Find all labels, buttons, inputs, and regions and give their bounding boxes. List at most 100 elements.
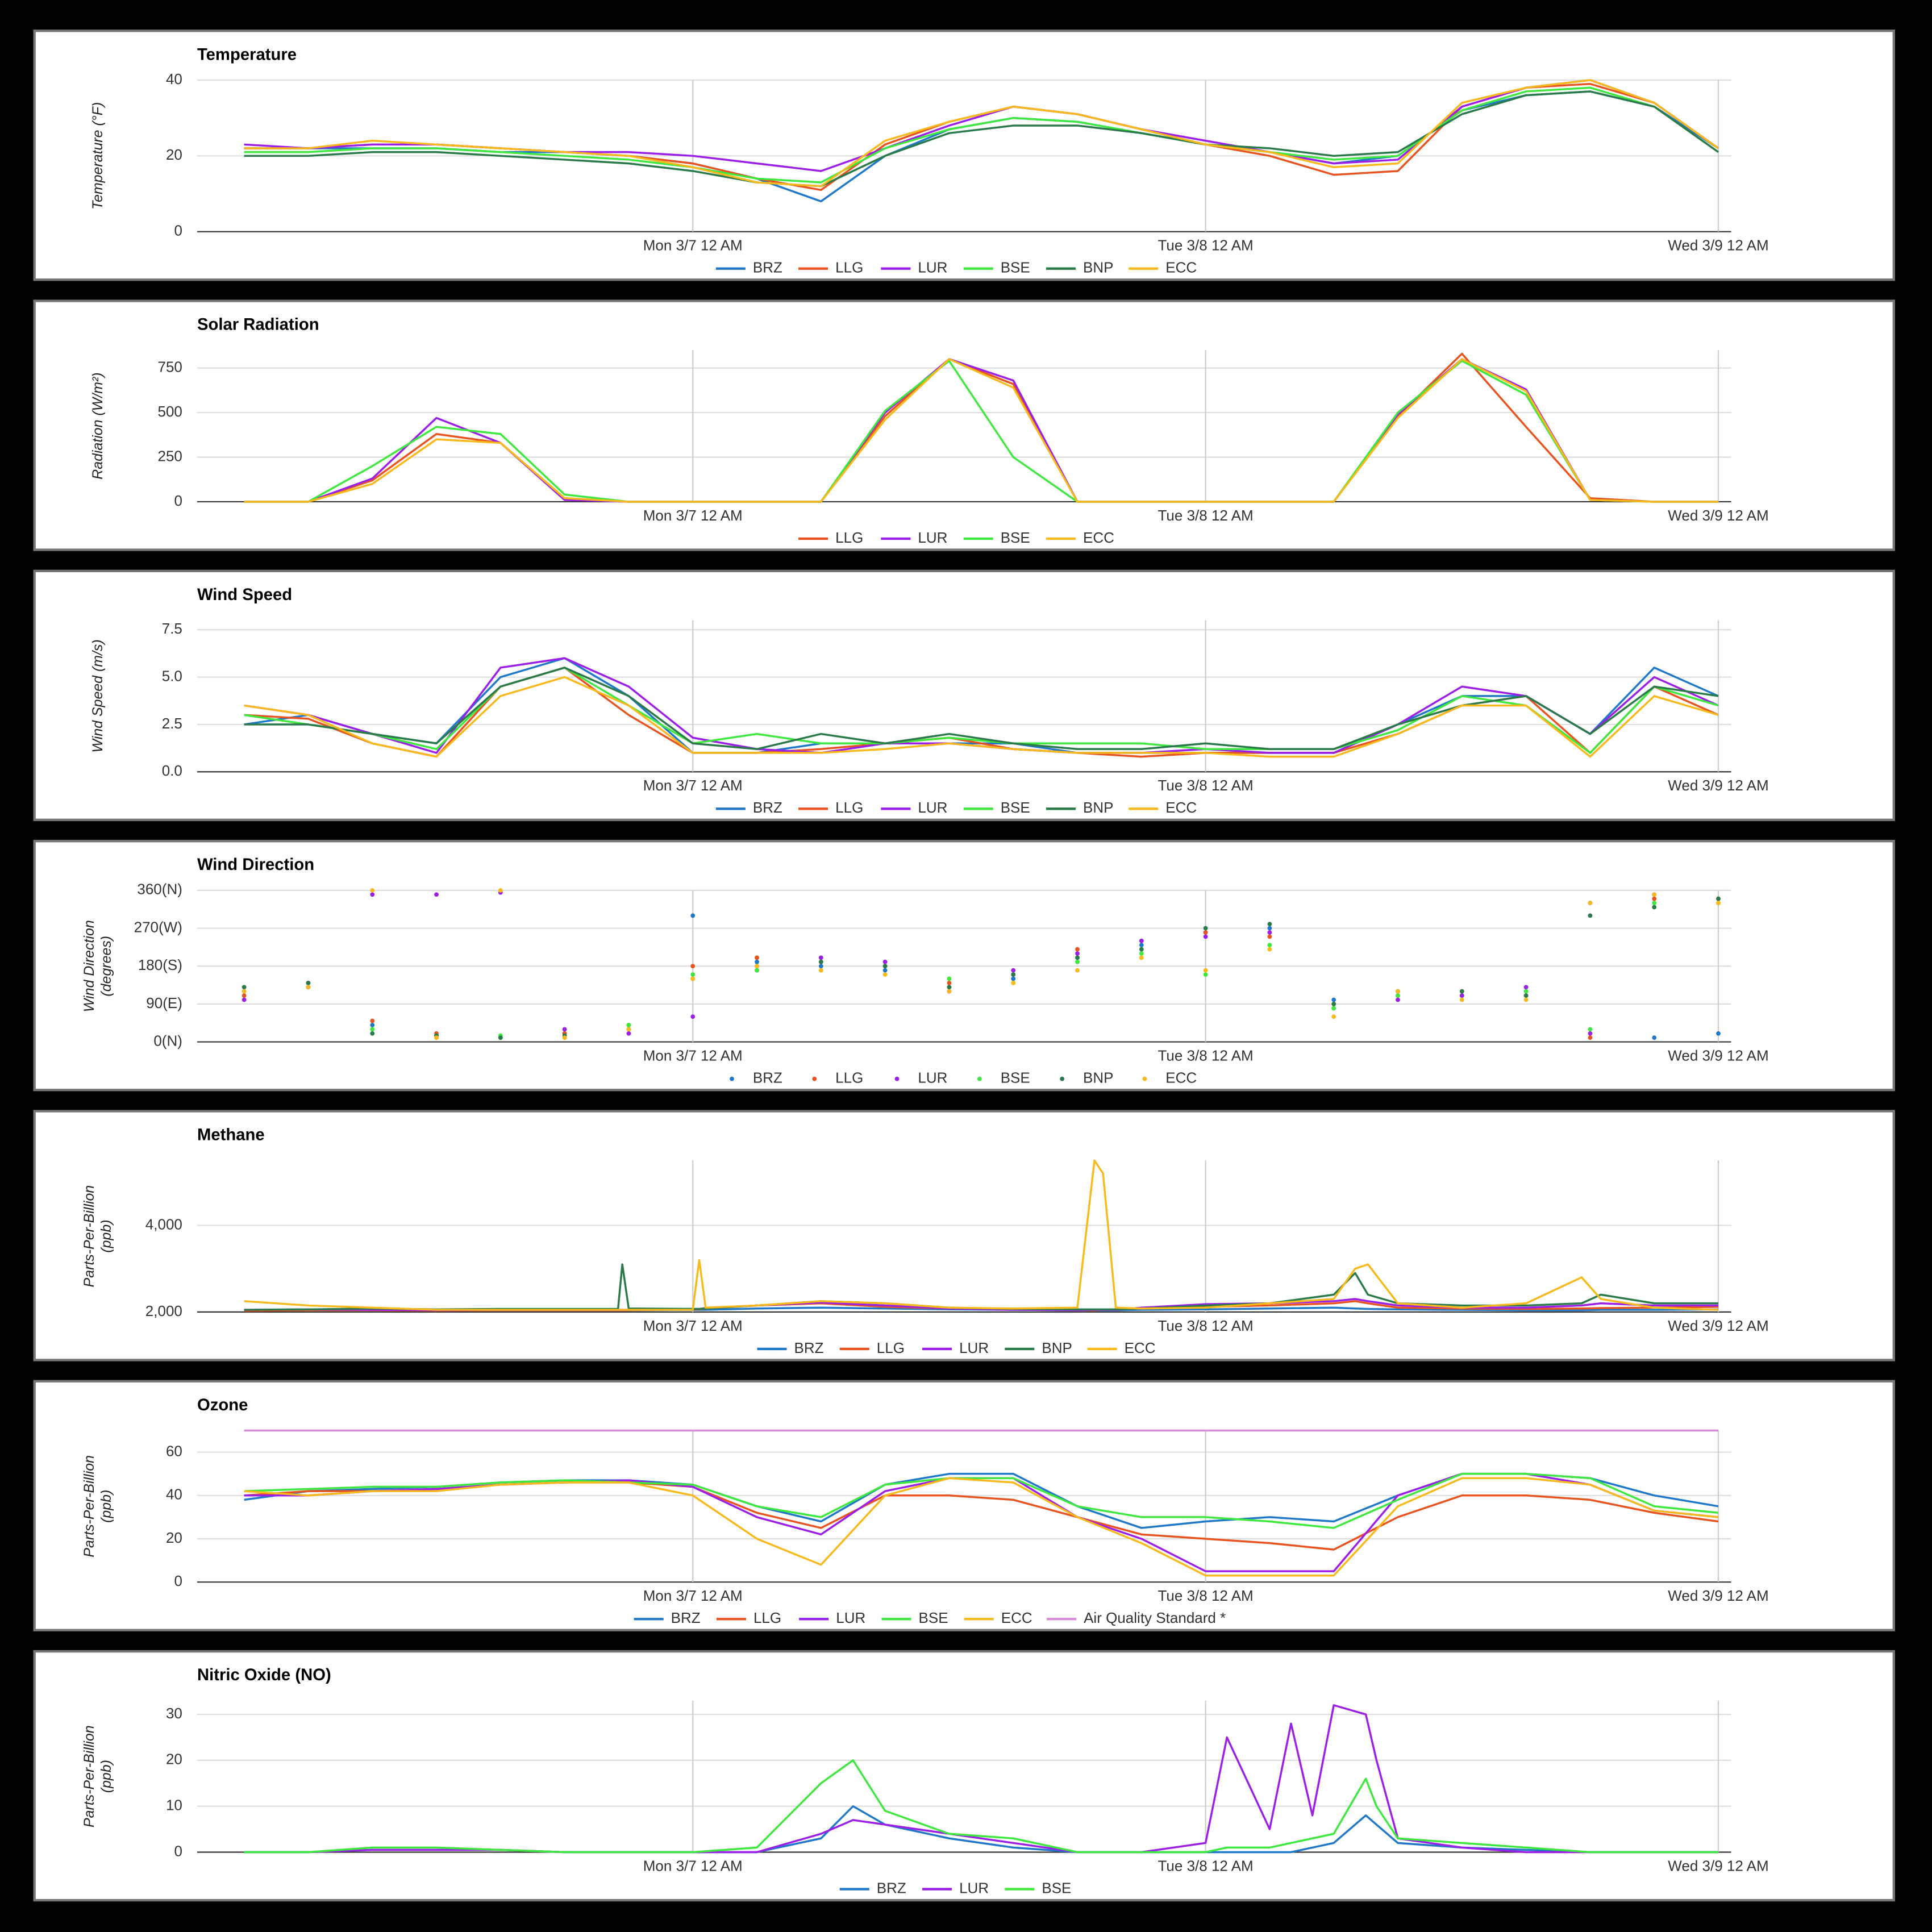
scatter-point [242, 989, 247, 994]
scatter-point [1716, 896, 1721, 901]
x-tick-label: Mon 3/7 12 AM [643, 507, 743, 524]
scatter-point [1523, 997, 1529, 1002]
scatter-point [1331, 1006, 1336, 1011]
y-tick-label: 2.5 [162, 715, 182, 732]
scatter-point [1267, 943, 1272, 948]
scatter-point [1011, 980, 1016, 985]
x-tick-label: Wed 3/9 12 AM [1668, 1317, 1768, 1334]
scatter-point [1267, 922, 1272, 927]
scatter-point [1588, 1027, 1593, 1032]
legend-label: BRZ [753, 799, 782, 816]
legend-marker [1142, 1076, 1147, 1081]
x-tick-label: Tue 3/8 12 AM [1157, 1857, 1253, 1874]
legend-label: LUR [918, 259, 947, 276]
legend-label: BSE [1001, 799, 1030, 816]
scatter-point [1588, 1031, 1593, 1036]
scatter-point [370, 888, 375, 893]
scatter-point [947, 989, 952, 994]
scatter-point [818, 955, 823, 960]
scatter-point [1652, 896, 1657, 901]
scatter-point [690, 913, 696, 918]
scatter-point [1652, 1035, 1657, 1040]
scatter-point [1652, 901, 1657, 905]
y-axis-label: (degrees) [98, 936, 114, 997]
scatter-point [626, 1031, 631, 1036]
chart-panel: Methane 2,000 4,000 Mon 3/7 12 AM Tue 3/8 12… [33, 1110, 1895, 1361]
legend-marker [812, 1076, 817, 1081]
legend-label: ECC [1001, 1609, 1032, 1626]
scatter-point [1523, 989, 1529, 994]
legend-label: LLG [877, 1339, 905, 1356]
series-line [244, 360, 1719, 503]
legend-label: LUR [959, 1879, 989, 1896]
series-line [244, 358, 1719, 503]
legend-label: BNP [1042, 1339, 1072, 1356]
y-axis-label: (ppb) [98, 1490, 114, 1523]
y-tick-label: 0 [174, 492, 182, 509]
legend-label: LLG [835, 799, 863, 816]
legend-label: LUR [959, 1339, 989, 1356]
scatter-point [755, 964, 759, 969]
chart-title: Wind Speed [197, 586, 292, 604]
x-tick-label: Tue 3/8 12 AM [1157, 777, 1253, 794]
chart-panel: Temperature 0 20 40 Mon 3/7 12 AM Tue 3/8 12 … [33, 30, 1895, 281]
scatter-point [306, 980, 311, 985]
scatter-point [1588, 1035, 1593, 1040]
legend-label: BRZ [671, 1609, 701, 1626]
scatter-point [1011, 972, 1016, 977]
scatter-point [1267, 926, 1272, 931]
legend-marker [977, 1076, 982, 1081]
panel-background [33, 299, 1895, 551]
legend-label: LLG [753, 1609, 781, 1626]
scatter-point [1075, 968, 1080, 973]
legend-marker [1060, 1076, 1065, 1081]
scatter-point [690, 976, 696, 981]
x-tick-label: Mon 3/7 12 AM [643, 1587, 743, 1604]
x-tick-label: Mon 3/7 12 AM [643, 1857, 743, 1874]
y-axis-label: (ppb) [98, 1760, 114, 1793]
scatter-point [242, 993, 247, 998]
series-line [244, 86, 1719, 184]
scatter-point [1203, 972, 1208, 977]
scatter-point [1523, 993, 1529, 998]
scatter-point [434, 892, 439, 897]
series-line [244, 676, 1719, 758]
x-tick-label: Tue 3/8 12 AM [1157, 507, 1253, 524]
scatter-point [626, 1023, 631, 1027]
chart-panel: Wind Direction 0(N) 90(E) 180(S) 270(W) 360(N… [33, 839, 1895, 1092]
scatter-point [1396, 989, 1400, 994]
scatter-point [1075, 955, 1080, 960]
scatter-point [498, 888, 503, 893]
y-tick-label: 5.0 [162, 667, 182, 684]
x-tick-label: Mon 3/7 12 AM [643, 1047, 743, 1064]
y-axis-label: Radiation (W/m²) [90, 372, 106, 479]
y-tick-label: 30 [166, 1705, 182, 1722]
y-axis-label: Temperature (°F) [90, 102, 106, 210]
scatter-point [1652, 905, 1657, 910]
scatter-point [882, 968, 888, 973]
legend-label: BNP [1083, 1069, 1114, 1086]
series-line [244, 1159, 1719, 1311]
legend-label: LUR [918, 529, 947, 546]
y-tick-label: 60 [166, 1442, 182, 1459]
legend-label: LLG [835, 259, 863, 276]
scatter-point [882, 964, 888, 969]
x-tick-label: Mon 3/7 12 AM [643, 237, 743, 254]
legend-label: ECC [1083, 529, 1114, 546]
y-tick-label: 2,000 [145, 1302, 182, 1319]
scatter-point [1139, 938, 1144, 943]
chart-title: Methane [197, 1126, 265, 1144]
y-tick-label: 20 [166, 1751, 182, 1768]
y-tick-label: 40 [166, 70, 182, 88]
legend-label: BSE [1042, 1879, 1071, 1896]
y-tick-label: 270(W) [134, 918, 182, 935]
chart-title: Nitric Oxide (NO) [197, 1666, 331, 1684]
panel-background [33, 1650, 1895, 1902]
scatter-point [242, 997, 247, 1002]
y-tick-label: 20 [166, 146, 182, 163]
scatter-point [947, 985, 952, 990]
chart-title: Wind Direction [197, 856, 314, 874]
scatter-point [1075, 951, 1080, 956]
series-line [244, 90, 1719, 188]
scatter-point [434, 1035, 439, 1040]
